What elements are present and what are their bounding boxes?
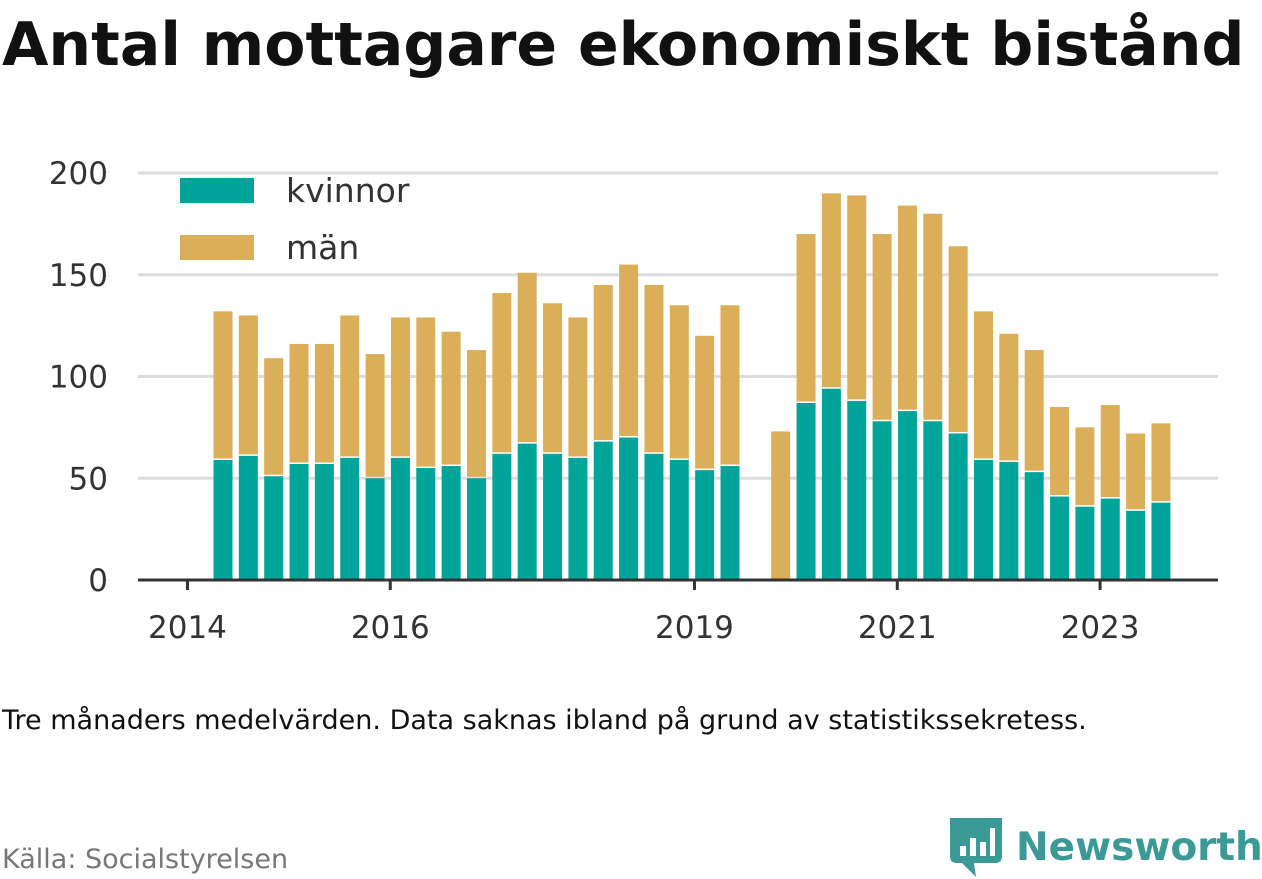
bar-man — [517, 272, 537, 443]
bar-man — [847, 195, 867, 400]
legend-label-kvinnor: kvinnor — [286, 171, 410, 210]
bar-kvinnor — [593, 441, 613, 580]
legend: kvinnor män — [180, 171, 410, 267]
axes: 0 50 100 150 200 2014 2016 2019 2021 2023 — [49, 156, 1218, 646]
bar-kvinnor — [467, 478, 486, 580]
bar-man — [568, 317, 588, 457]
y-tick-label: 0 — [88, 563, 108, 599]
bar-kvinnor — [821, 388, 841, 580]
bar-kvinnor — [416, 468, 436, 580]
bar-kvinnor — [847, 400, 867, 580]
brand-name: Newsworthy — [1016, 824, 1262, 870]
bar-man — [644, 284, 664, 453]
bar-kvinnor — [264, 476, 284, 580]
bar-kvinnor — [720, 466, 740, 580]
bar-man — [695, 335, 715, 469]
bar-kvinnor — [999, 461, 1019, 580]
bar-man — [872, 234, 892, 420]
legend-label-man: män — [286, 228, 359, 267]
bar-man — [416, 317, 436, 467]
bar-man — [1050, 407, 1070, 496]
bar-man — [948, 246, 968, 432]
y-tick-label: 150 — [49, 258, 108, 294]
bar-man — [771, 431, 791, 580]
legend-swatch-kvinnor — [180, 178, 254, 203]
bar-kvinnor — [1100, 498, 1120, 580]
chart-note: Tre månaders medelvärden. Data saknas ib… — [2, 705, 1087, 736]
bar-man — [821, 193, 841, 388]
bar-man — [492, 293, 512, 453]
bar-kvinnor — [517, 443, 537, 580]
x-tick-label: 2021 — [858, 610, 937, 646]
bar-man — [390, 317, 410, 457]
bar-kvinnor — [619, 437, 639, 580]
bar-man — [441, 331, 461, 465]
bar-man — [897, 205, 917, 410]
bar-kvinnor — [1126, 510, 1146, 580]
bar-man — [213, 311, 233, 459]
bar-man — [796, 234, 816, 402]
bar-man — [1075, 427, 1095, 506]
bar-man — [974, 311, 993, 459]
bar-man — [340, 315, 360, 457]
bar-man — [619, 264, 639, 437]
bar-man — [289, 343, 309, 463]
bar-kvinnor — [568, 457, 588, 580]
x-tick-label: 2023 — [1061, 610, 1140, 646]
bar-kvinnor — [1151, 502, 1171, 580]
bar-kvinnor — [948, 433, 968, 580]
bar-man — [1024, 350, 1044, 471]
bar-man — [365, 354, 385, 477]
bar-kvinnor — [897, 411, 917, 580]
x-tick-label: 2019 — [655, 610, 734, 646]
bar-kvinnor — [390, 457, 410, 580]
bar-man — [923, 213, 943, 420]
x-tick-label: 2014 — [148, 610, 227, 646]
y-tick-label: 200 — [49, 156, 108, 192]
bar-man — [1151, 423, 1171, 502]
source-credit: Källa: Socialstyrelsen — [2, 844, 289, 875]
bar-kvinnor — [796, 402, 816, 580]
y-tick-label: 50 — [69, 461, 108, 497]
bars — [213, 193, 1171, 580]
newsworthy-logo-icon — [950, 818, 1002, 877]
bar-kvinnor — [492, 453, 512, 580]
bar-man — [543, 303, 563, 453]
y-tick-label: 100 — [49, 360, 108, 396]
bar-kvinnor — [974, 459, 993, 580]
bar-kvinnor — [923, 421, 943, 580]
bar-kvinnor — [872, 421, 892, 580]
bar-kvinnor — [340, 457, 360, 580]
bar-kvinnor — [314, 464, 334, 580]
bar-man — [1100, 404, 1120, 498]
bar-man — [264, 358, 284, 475]
bar-kvinnor — [543, 453, 563, 580]
bar-kvinnor — [695, 470, 715, 580]
bar-man — [999, 333, 1019, 461]
bar-kvinnor — [1050, 496, 1070, 580]
x-tick-label: 2016 — [351, 610, 430, 646]
bar-man — [467, 350, 486, 477]
bar-kvinnor — [441, 466, 461, 580]
bar-kvinnor — [289, 464, 309, 580]
bar-man — [1126, 433, 1146, 510]
chart-title: Antal mottagare ekonomiskt bistånd — [2, 10, 1245, 80]
bar-man — [669, 305, 689, 459]
bar-kvinnor — [365, 478, 385, 580]
bar-kvinnor — [1075, 506, 1095, 580]
bar-kvinnor — [644, 453, 664, 580]
stacked-bar-chart: 0 50 100 150 200 2014 2016 2019 2021 2023 kvinnor… — [49, 156, 1218, 646]
bar-kvinnor — [669, 459, 689, 580]
bar-man — [593, 284, 613, 441]
bar-man — [720, 305, 740, 465]
brand-logo[interactable]: Newsworthy — [950, 816, 1262, 878]
legend-swatch-man — [180, 235, 254, 260]
bar-man — [314, 343, 334, 463]
bar-kvinnor — [213, 459, 233, 580]
bar-kvinnor — [1024, 472, 1044, 580]
bar-kvinnor — [238, 455, 258, 580]
bar-man — [238, 315, 258, 455]
